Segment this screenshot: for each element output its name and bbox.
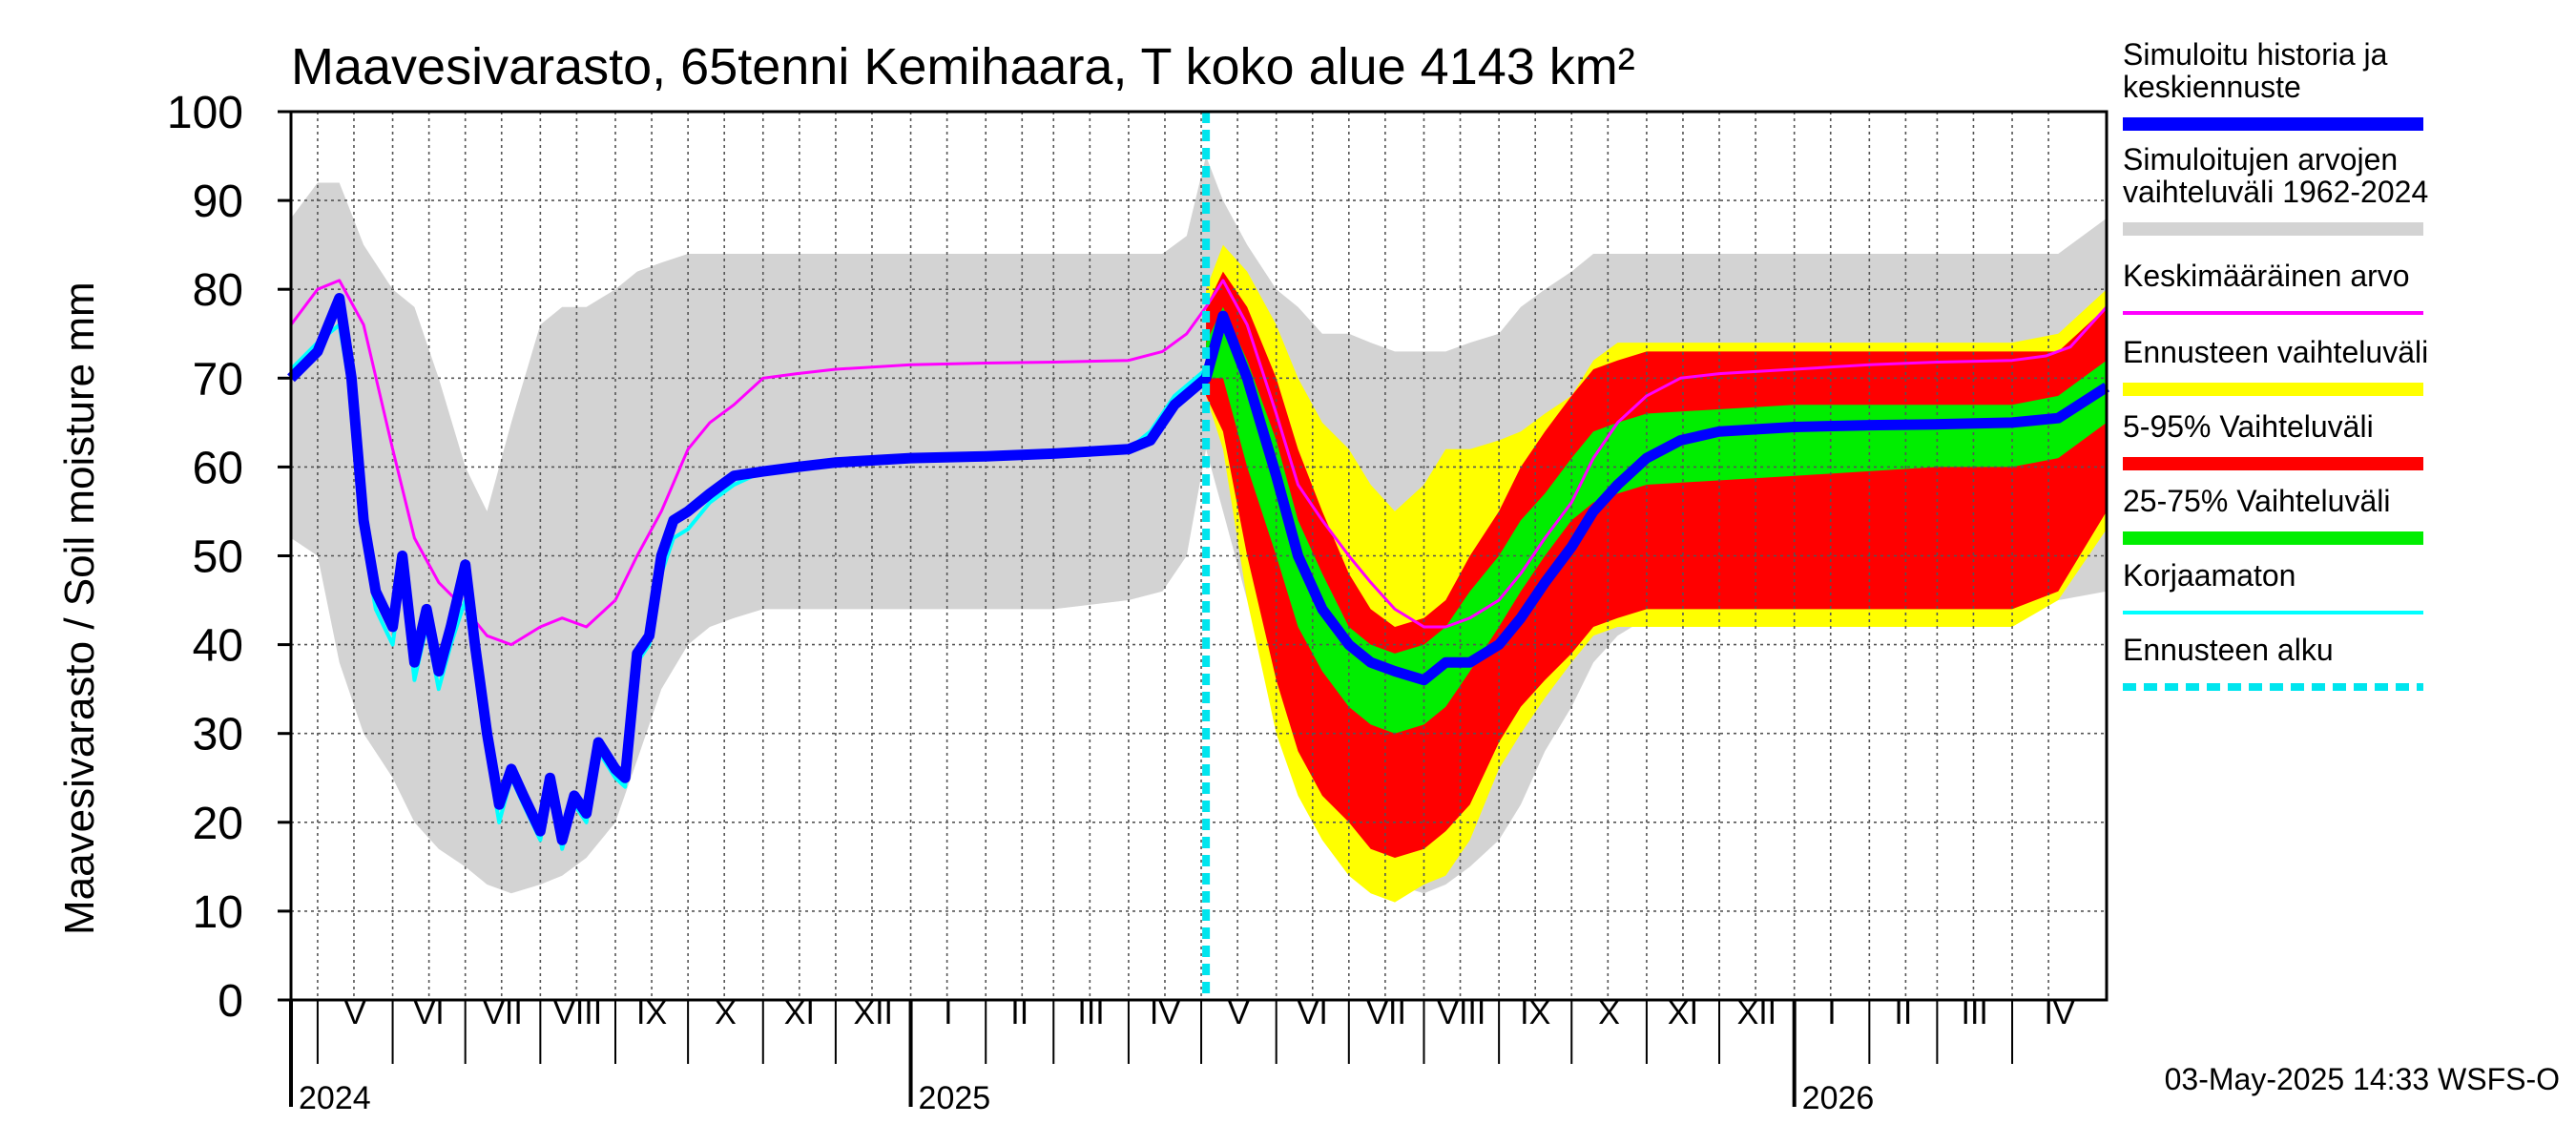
x-month-label: V: [1228, 995, 1250, 1031]
x-month-label: VI: [414, 995, 445, 1031]
x-month-label: III: [1077, 995, 1104, 1031]
legend-label: Keskimääräinen arvo: [2123, 259, 2410, 293]
x-year-label: 2024: [299, 1080, 371, 1116]
x-month-label: VII: [1366, 995, 1406, 1031]
legend-label: keskiennuste: [2123, 70, 2301, 104]
x-month-label: II: [1010, 995, 1028, 1031]
x-month-label: II: [1894, 995, 1912, 1031]
y-tick-label: 30: [193, 710, 243, 760]
x-month-label: III: [1962, 995, 1988, 1031]
legend-label: 5-95% Vaihteluväli: [2123, 409, 2374, 444]
x-month-label: XII: [853, 995, 893, 1031]
x-month-label: XI: [784, 995, 815, 1031]
legend-label: Korjaamaton: [2123, 558, 2296, 593]
legend-label: Ennusteen alku: [2123, 633, 2334, 667]
legend-label: Simuloitujen arvojen: [2123, 142, 2398, 177]
y-axis-label: Maavesivarasto / Soil moisture mm: [56, 281, 103, 935]
band-3: [1206, 306, 2107, 734]
legend-label: 25-75% Vaihteluväli: [2123, 484, 2390, 518]
chart-title: Maavesivarasto, 65tenni Kemihaara, T kok…: [291, 38, 1635, 95]
x-month-label: X: [1598, 995, 1620, 1031]
x-month-label: VIII: [1437, 995, 1485, 1031]
x-month-label: X: [715, 995, 737, 1031]
y-tick-label: 60: [193, 443, 243, 493]
legend-label: Ennusteen vaihteluväli: [2123, 335, 2428, 369]
y-tick-label: 0: [218, 976, 243, 1027]
x-month-label: VII: [483, 995, 523, 1031]
legend-label: vaihteluväli 1962-2024: [2123, 175, 2428, 209]
y-tick-label: 10: [193, 887, 243, 938]
series-line-2: [287, 293, 2109, 845]
x-month-label: IX: [1520, 995, 1550, 1031]
x-month-label: V: [344, 995, 366, 1031]
y-tick-label: 100: [167, 88, 243, 138]
y-tick-label: 70: [193, 354, 243, 405]
y-tick-label: 80: [193, 265, 243, 316]
x-month-label: VI: [1298, 995, 1328, 1031]
band-0: [291, 156, 2107, 894]
x-month-label: I: [1827, 995, 1836, 1031]
x-month-label: XII: [1737, 995, 1777, 1031]
timestamp-footer: 03-May-2025 14:33 WSFS-O: [2165, 1062, 2560, 1096]
x-month-label: I: [944, 995, 952, 1031]
x-month-label: VIII: [553, 995, 602, 1031]
series-line-0: [289, 279, 2109, 647]
x-year-label: 2025: [919, 1080, 991, 1116]
x-month-label: XI: [1668, 995, 1698, 1031]
x-year-label: 2026: [1802, 1080, 1875, 1116]
legend-label: Simuloitu historia ja: [2123, 37, 2388, 72]
x-month-label: IV: [2044, 995, 2074, 1031]
x-month-label: IX: [636, 995, 667, 1031]
y-tick-label: 20: [193, 799, 243, 849]
y-tick-label: 50: [193, 532, 243, 583]
y-tick-label: 40: [193, 621, 243, 672]
x-month-label: IV: [1150, 995, 1180, 1031]
y-tick-label: 90: [193, 177, 243, 227]
